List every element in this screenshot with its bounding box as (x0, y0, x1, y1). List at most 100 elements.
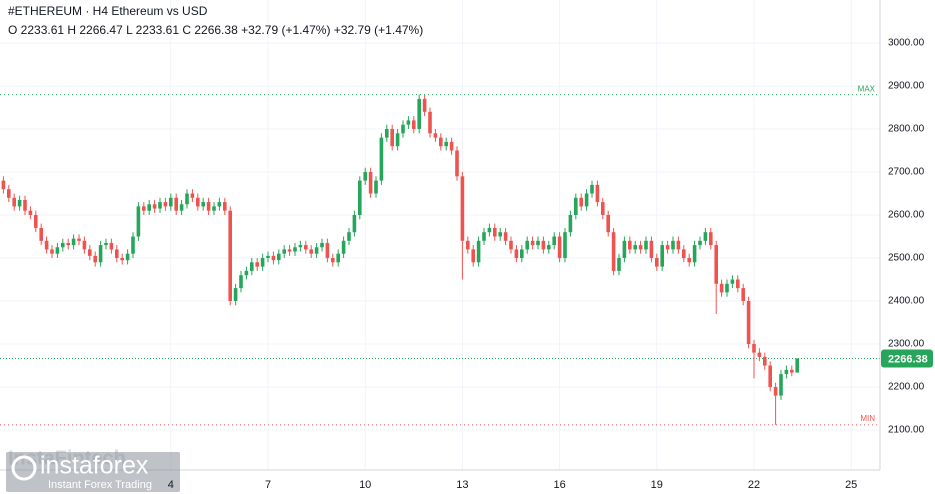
candle-body (239, 275, 243, 289)
candle-body (746, 301, 751, 345)
candle-body (455, 150, 459, 177)
candle-body (233, 288, 238, 302)
candle-body (412, 120, 416, 130)
candle-body (530, 240, 535, 246)
candle-body (185, 193, 189, 205)
candle-body (93, 255, 97, 263)
candle-body (638, 245, 643, 250)
candle-body (131, 236, 135, 254)
candle-body (374, 180, 378, 194)
candle-body (736, 279, 740, 289)
candle-body (622, 240, 627, 259)
candle-body (676, 240, 681, 250)
candle-body (536, 240, 540, 246)
last-price-tag (881, 349, 933, 368)
candle-body (169, 197, 173, 207)
candle-body (514, 249, 519, 259)
candle-body (152, 204, 157, 209)
candle-body (325, 242, 330, 259)
candle-body (196, 197, 200, 207)
candle-body (7, 189, 11, 198)
min-label: MIN (860, 414, 875, 423)
x-tick-label: 25 (845, 479, 857, 491)
candle-body (390, 129, 394, 147)
candle-body (449, 141, 454, 151)
candle-body (428, 111, 432, 134)
y-tick-label: 3000.00 (888, 38, 925, 49)
candle-body (287, 249, 292, 252)
candle-body (601, 202, 605, 216)
candle-body (671, 240, 675, 250)
candle-body (190, 193, 195, 198)
candle-body (379, 137, 384, 181)
candle-body (574, 197, 578, 216)
candle-body (368, 172, 373, 194)
candle-body (541, 240, 546, 250)
logo-bg (6, 452, 180, 492)
y-tick-label: 2700.00 (888, 167, 925, 178)
candle-body (552, 236, 556, 246)
candle-body (266, 255, 270, 259)
candle-body (773, 387, 778, 396)
candle-body (763, 356, 767, 366)
candle-body (719, 283, 724, 293)
x-tick-label: 19 (651, 479, 663, 491)
candle-body (250, 262, 254, 271)
max-label: MAX (858, 85, 876, 94)
candle-body (525, 240, 529, 250)
candle-body (493, 227, 497, 237)
title: #ETHEREUM · H4 Ethereum vs USD (8, 4, 208, 18)
candle-body (466, 240, 470, 250)
candle-body (201, 202, 205, 207)
candle-body (401, 124, 405, 134)
logo-icon (11, 455, 37, 481)
x-tick-label: 16 (553, 479, 565, 491)
candle-body (77, 238, 81, 241)
candle-body (39, 227, 43, 241)
candle-body (784, 369, 789, 375)
candle-body (228, 210, 232, 302)
candle-body (206, 202, 211, 211)
candle-body (88, 249, 92, 256)
candle-body (476, 240, 481, 263)
candle-body (557, 236, 562, 259)
candle-body (509, 240, 513, 250)
candle-body (595, 184, 600, 203)
candle-body (692, 245, 697, 263)
candle-body (34, 215, 38, 228)
candle-body (617, 258, 621, 271)
candle-body (730, 279, 735, 284)
candle-body (665, 245, 670, 250)
y-tick-label: 2400.00 (888, 296, 925, 307)
candle-body (363, 172, 367, 181)
candle-body (611, 232, 616, 271)
candle-body (298, 245, 303, 248)
candle-body (709, 232, 713, 246)
candle-body (395, 133, 400, 147)
candle-body (563, 232, 567, 259)
y-tick-label: 2600.00 (888, 210, 925, 221)
candle-body (23, 199, 27, 211)
candle-body (417, 98, 421, 130)
logo-tagline: Instant Forex Trading (48, 479, 152, 491)
candle-body (471, 249, 475, 263)
candle-body (136, 206, 141, 237)
candle-body (223, 202, 227, 211)
candle-body (71, 238, 76, 246)
candle-body (547, 245, 551, 250)
logo: instaforex Instant Forex Trading (6, 452, 180, 492)
candle-body (644, 240, 648, 250)
candle-body (320, 242, 324, 248)
candle-body (482, 232, 486, 241)
candle-body (331, 258, 335, 263)
candle-body (714, 245, 718, 284)
candle-body (28, 210, 33, 216)
candle-body (649, 240, 654, 259)
candle-body (82, 240, 87, 250)
candle-body (17, 199, 22, 207)
candle-body (503, 232, 508, 241)
candle-body (498, 232, 502, 237)
last-price-label: 2266.38 (888, 353, 928, 365)
candle-body (255, 262, 259, 267)
candle-body (385, 129, 389, 138)
